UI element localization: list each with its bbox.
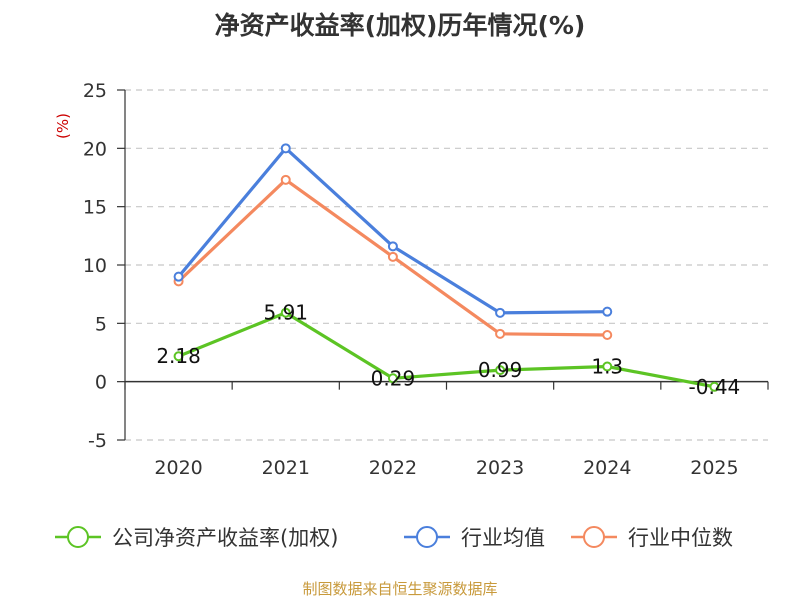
data-point	[495, 328, 506, 339]
data-label: 5.91	[263, 301, 308, 325]
y-tick-label: 20	[83, 138, 107, 160]
data-point	[173, 351, 184, 362]
series-line-0	[177, 311, 715, 389]
data-point	[495, 365, 506, 376]
data-point	[602, 306, 613, 317]
y-tick-label: -5	[88, 430, 107, 452]
y-tick-label: 25	[83, 80, 107, 102]
x-tick-label: 2021	[262, 457, 310, 479]
series-line-1	[177, 146, 608, 315]
data-label: -0.44	[689, 375, 741, 399]
data-point	[280, 174, 291, 185]
grid-layer	[125, 89, 768, 441]
y-tick-label: 15	[83, 197, 107, 219]
data-point	[709, 381, 720, 392]
x-tick-label: 2020	[154, 457, 202, 479]
label-layer: 2.18 5.91 0.29 0.99 1.3 -0.44	[156, 301, 740, 399]
legend-label: 行业均值	[461, 526, 545, 550]
data-point	[602, 330, 613, 340]
y-unit-label: (%)	[54, 113, 72, 139]
series-layer	[173, 143, 720, 392]
data-point	[495, 307, 506, 318]
data-point	[173, 271, 184, 282]
y-tick-label: 10	[83, 255, 107, 277]
y-tick-label: 5	[95, 313, 107, 335]
data-point	[280, 143, 291, 154]
x-tick-label: 2025	[690, 457, 738, 479]
legend-marker	[583, 526, 605, 548]
data-point	[387, 241, 398, 252]
chart-title: 净资产收益率(加权)历年情况(%)	[214, 11, 586, 40]
legend-label: 行业中位数	[628, 526, 733, 550]
data-label: 0.29	[371, 366, 416, 390]
x-tick-label: 2024	[583, 457, 631, 479]
legend-marker	[67, 526, 89, 548]
data-label: 0.99	[478, 358, 523, 382]
data-label: 2.18	[156, 344, 201, 368]
data-point	[387, 373, 398, 384]
data-point	[602, 361, 613, 372]
data-point	[280, 307, 291, 318]
y-tick-label: 0	[95, 372, 107, 394]
x-tick-label: 2023	[476, 457, 524, 479]
legend-marker	[416, 526, 438, 548]
legend: 公司净资产收益率(加权) 行业均值 行业中位数	[55, 526, 733, 550]
x-tick-label: 2022	[369, 457, 417, 479]
data-point	[387, 251, 398, 262]
source-note: 制图数据来自恒生聚源数据库	[302, 580, 498, 598]
legend-label: 公司净资产收益率(加权)	[112, 526, 338, 550]
data-label: 1.3	[591, 355, 623, 379]
